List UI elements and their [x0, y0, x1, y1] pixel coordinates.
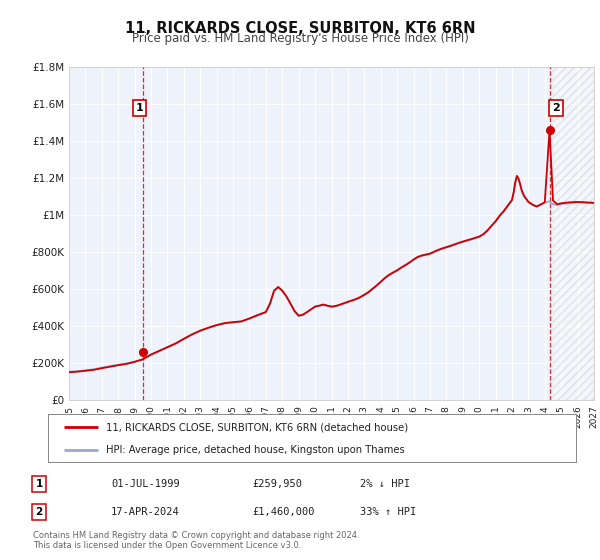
Text: HPI: Average price, detached house, Kingston upon Thames: HPI: Average price, detached house, King… [106, 445, 405, 455]
Text: £259,950: £259,950 [252, 479, 302, 489]
Bar [553, 67, 594, 400]
Text: Price paid vs. HM Land Registry's House Price Index (HPI): Price paid vs. HM Land Registry's House … [131, 32, 469, 45]
Text: 1: 1 [35, 479, 43, 489]
Text: 2: 2 [35, 507, 43, 517]
Text: 01-JUL-1999: 01-JUL-1999 [111, 479, 180, 489]
Text: 33% ↑ HPI: 33% ↑ HPI [360, 507, 416, 517]
Text: 17-APR-2024: 17-APR-2024 [111, 507, 180, 517]
Text: 2% ↓ HPI: 2% ↓ HPI [360, 479, 410, 489]
Text: 2: 2 [552, 103, 560, 113]
Text: £1,460,000: £1,460,000 [252, 507, 314, 517]
Text: 11, RICKARDS CLOSE, SURBITON, KT6 6RN (detached house): 11, RICKARDS CLOSE, SURBITON, KT6 6RN (d… [106, 422, 408, 432]
Text: 11, RICKARDS CLOSE, SURBITON, KT6 6RN: 11, RICKARDS CLOSE, SURBITON, KT6 6RN [125, 21, 475, 36]
Text: This data is licensed under the Open Government Licence v3.0.: This data is licensed under the Open Gov… [33, 541, 301, 550]
Text: Contains HM Land Registry data © Crown copyright and database right 2024.: Contains HM Land Registry data © Crown c… [33, 531, 359, 540]
Text: 1: 1 [136, 103, 143, 113]
